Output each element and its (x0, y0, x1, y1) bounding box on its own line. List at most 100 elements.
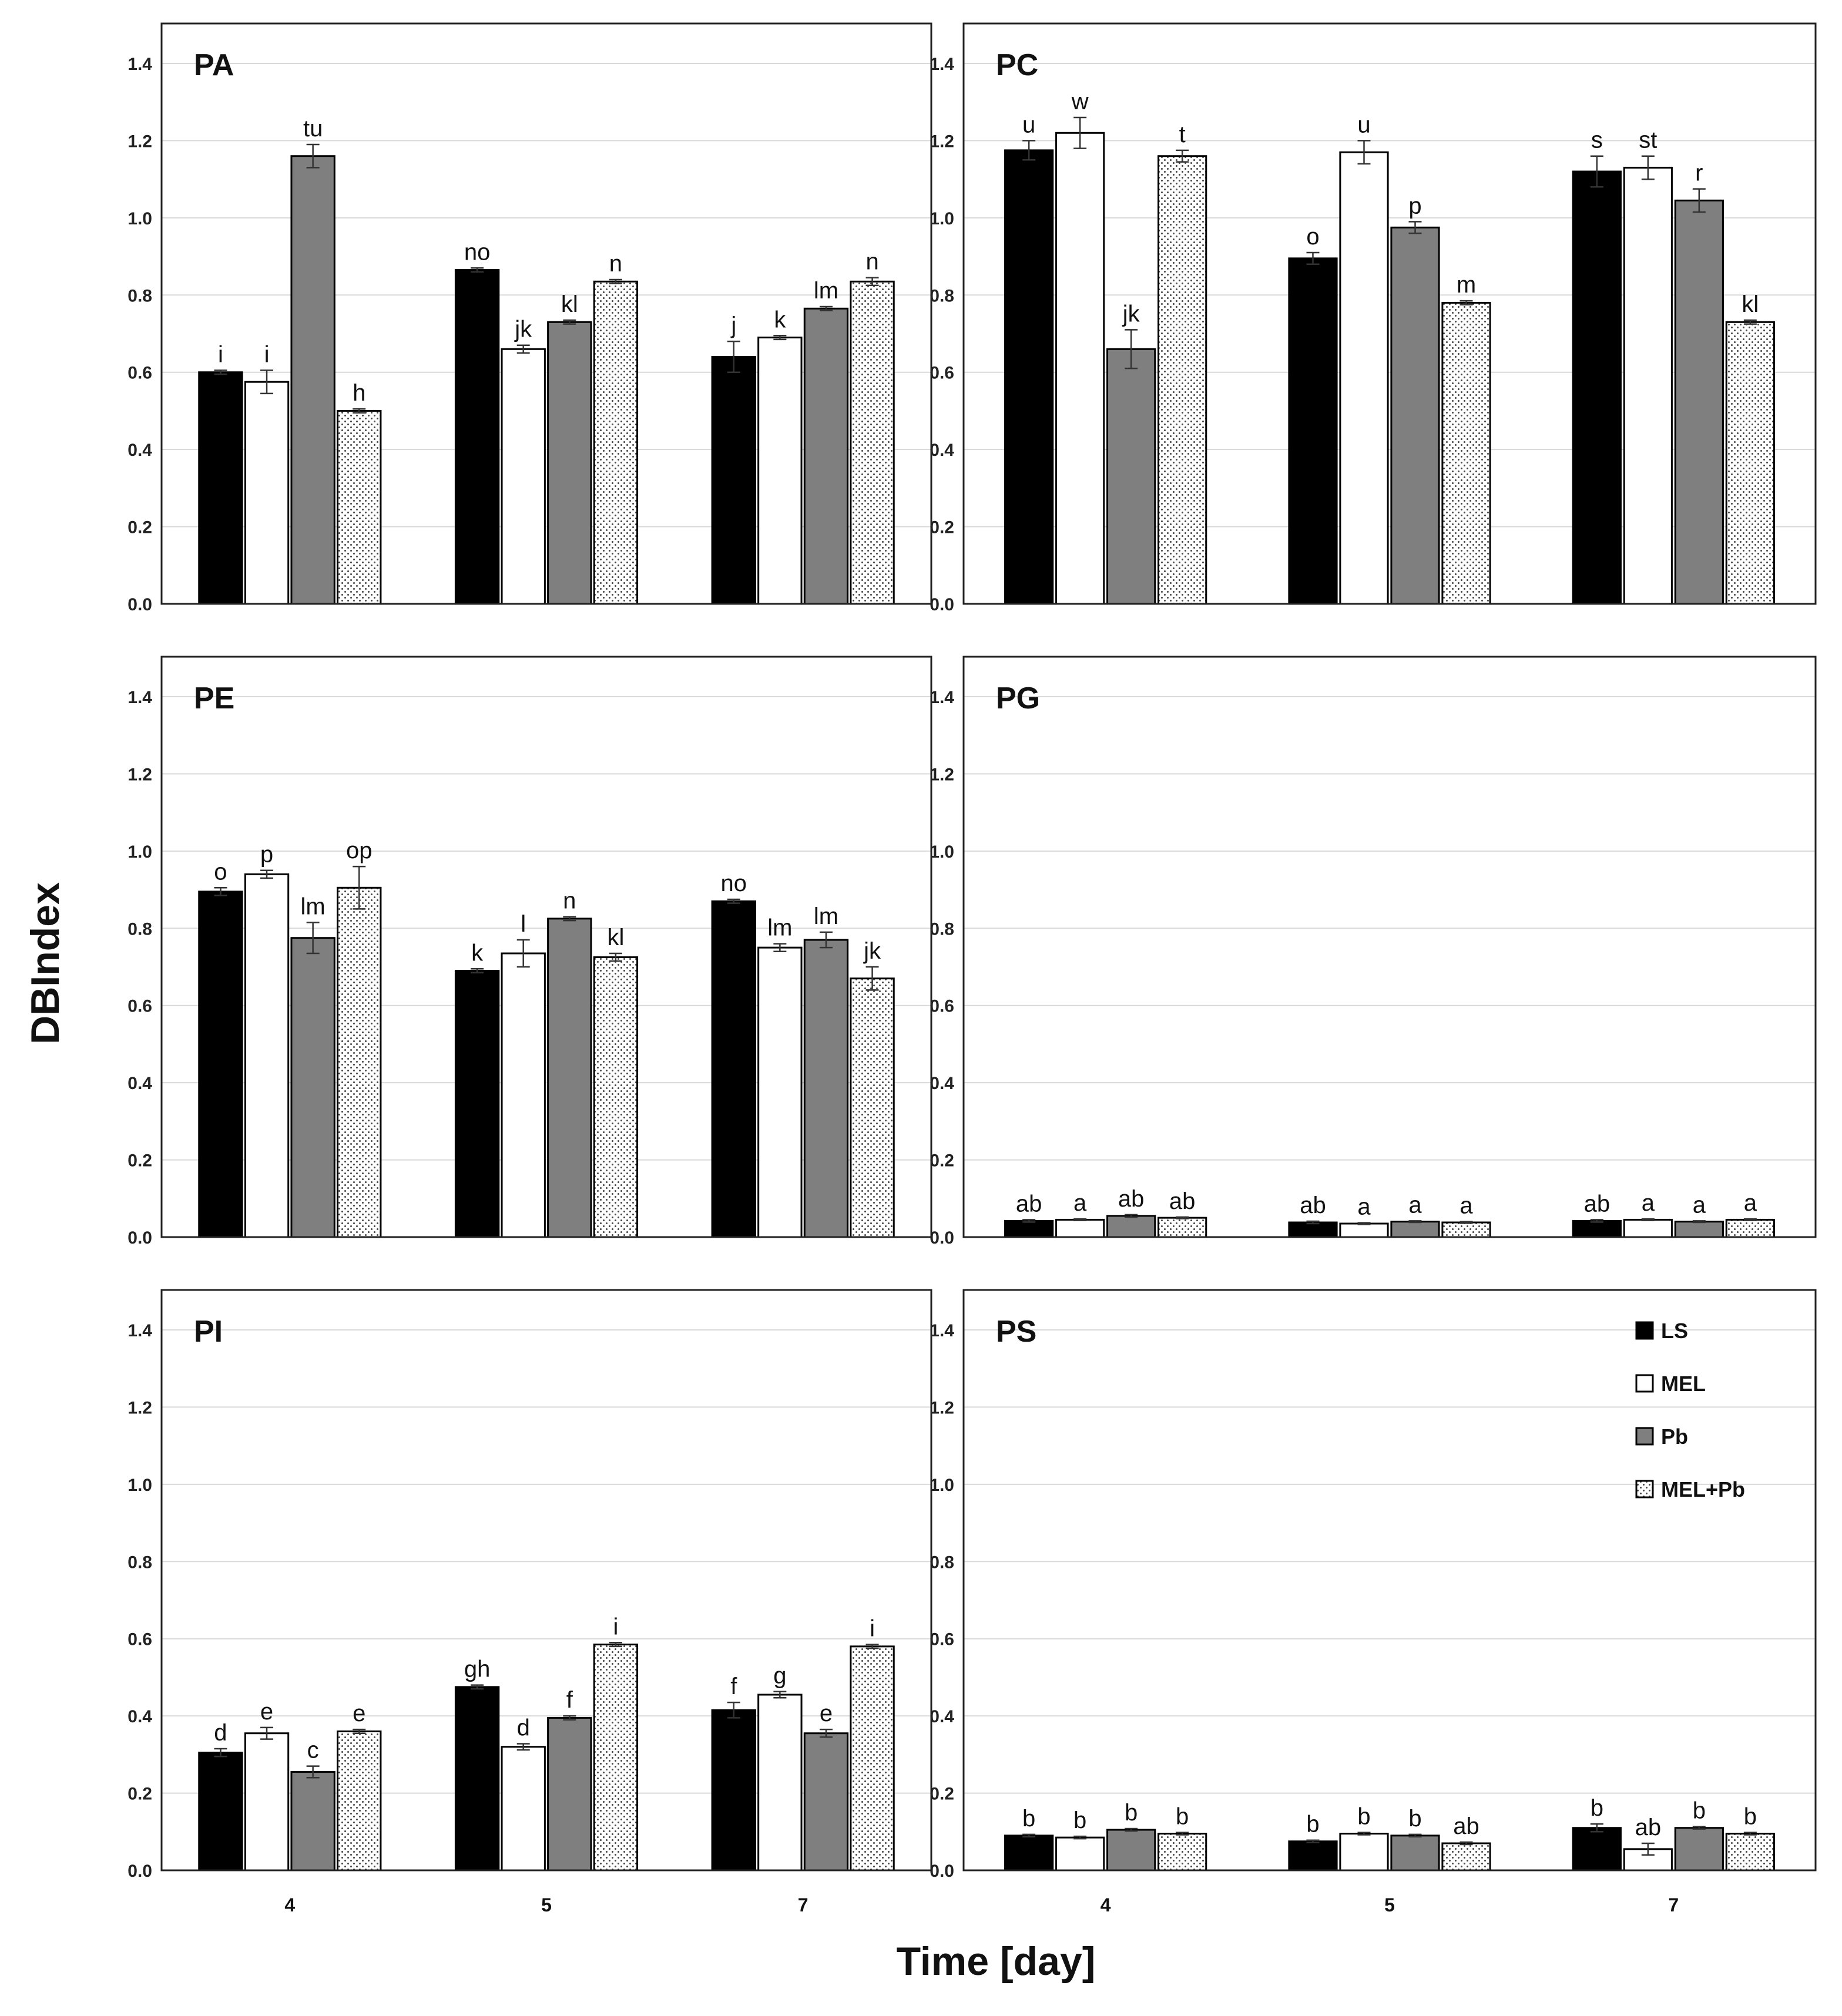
bar-mel-day-4 (1055, 1218, 1105, 1238)
bar-pb-day-5 (547, 321, 592, 605)
significance-letter: ab (1118, 1186, 1145, 1212)
significance-letter: a (1693, 1192, 1706, 1218)
panel-pg: 0.00.20.40.60.81.01.21.4ab a ab ab ab a a a ab a a… (930, 656, 1817, 1248)
y-tick-label: 1.4 (930, 55, 954, 74)
error-bar (260, 1726, 274, 1740)
bar-mel-pb-day-4 (337, 409, 382, 605)
bar-pb-day-7 (803, 307, 849, 605)
y-tick-label: 0.4 (128, 1707, 152, 1726)
bar-ls-day-5 (454, 1686, 500, 1871)
significance-letter: a (1642, 1190, 1655, 1216)
error-bar (353, 408, 366, 414)
panel-title: PA (194, 48, 234, 82)
y-tick-label: 1.2 (930, 132, 954, 151)
bar-pb-day-5 (1390, 1221, 1440, 1238)
error-bar (1459, 1221, 1473, 1224)
y-tick-label: 0.6 (930, 1630, 954, 1649)
y-tick-label: 0.8 (128, 919, 152, 939)
error-bar (1692, 188, 1706, 213)
error-bar (1408, 1833, 1422, 1838)
bar-mel-day-5 (501, 952, 546, 1238)
plot-area (162, 23, 931, 604)
y-tick-label: 1.0 (930, 1476, 954, 1495)
error-bar (1073, 1835, 1087, 1840)
plot-area (964, 657, 1816, 1237)
bar-mel-pb-day-7 (850, 280, 895, 605)
bar-pb-day-5 (1390, 1834, 1440, 1871)
significance-letter: o (1306, 224, 1319, 250)
bar-pb-day-5 (547, 918, 592, 1238)
y-tick-label: 0.0 (128, 595, 152, 614)
significance-letter: u (1022, 112, 1035, 137)
error-bar (1306, 1220, 1320, 1225)
significance-letter: no (464, 239, 491, 265)
y-tick-label: 0.6 (128, 1630, 152, 1649)
y-tick-label: 0.2 (930, 1151, 954, 1171)
y-tick-label: 1.2 (128, 1398, 152, 1417)
bar-ls-day-7 (711, 1709, 756, 1871)
x-tick-label: 4 (1100, 1894, 1111, 1916)
y-tick-label: 0.4 (930, 441, 954, 460)
bar-pb-day-4 (290, 1770, 335, 1871)
error-bar (1125, 329, 1138, 369)
error-bar (1022, 1219, 1036, 1223)
significance-letter: kl (1742, 291, 1759, 317)
bar-mel-day-4 (1055, 1836, 1105, 1871)
bar-ls-day-5 (1288, 257, 1338, 605)
y-tick-label: 0.8 (128, 1553, 152, 1572)
error-bar (1743, 1218, 1757, 1221)
y-tick-label: 0.2 (128, 1151, 152, 1171)
significance-letter: g (773, 1663, 786, 1689)
significance-letter: kl (607, 925, 624, 950)
panel-title: PG (996, 681, 1040, 715)
error-bar (819, 1728, 833, 1738)
panel-title: PI (194, 1315, 223, 1349)
significance-letter: r (1695, 160, 1703, 186)
y-tick-label: 0.6 (930, 364, 954, 383)
significance-letter: ab (1016, 1191, 1042, 1217)
error-bar (1357, 1222, 1371, 1225)
bar-pb-day-4 (1106, 1829, 1156, 1871)
bar-mel-pb-day-5 (1441, 301, 1491, 605)
y-tick-label: 0.2 (930, 1785, 954, 1804)
error-bar (1408, 221, 1422, 234)
significance-letter: o (214, 859, 227, 885)
bar-mel-day-7 (1623, 1218, 1673, 1238)
significance-letter: kl (561, 291, 578, 317)
legend-swatch-pb (1635, 1427, 1654, 1446)
y-tick-label: 0.0 (128, 1862, 152, 1881)
x-tick-label: 5 (1384, 1894, 1395, 1916)
significance-letter: b (1176, 1804, 1189, 1830)
significance-letter: b (1408, 1806, 1421, 1832)
y-tick-label: 1.4 (930, 688, 954, 707)
bar-mel-pb-day-5 (1441, 1221, 1491, 1238)
bar-mel-pb-day-4 (337, 886, 382, 1238)
error-bar (353, 865, 366, 910)
bar-pb-day-7 (1674, 199, 1724, 605)
y-tick-label: 1.0 (128, 1476, 152, 1495)
error-bar (471, 968, 484, 974)
panel-title: PC (996, 48, 1038, 82)
y-tick-label: 1.2 (930, 1398, 954, 1417)
error-bar (1641, 1218, 1655, 1221)
error-bar (865, 277, 879, 287)
plot-area (964, 1290, 1816, 1870)
error-bar (1357, 1832, 1371, 1836)
error-bar (773, 335, 787, 341)
significance-letter: b (1357, 1804, 1370, 1830)
significance-letter: st (1639, 127, 1657, 153)
y-tick-label: 0.0 (128, 1228, 152, 1248)
significance-letter: t (1179, 122, 1186, 147)
bar-ls-day-7 (711, 900, 756, 1238)
significance-letter: a (1073, 1190, 1087, 1216)
significance-letter: ab (1584, 1191, 1611, 1217)
error-bar (1459, 300, 1473, 305)
error-bar (819, 305, 833, 311)
significance-letter: p (260, 842, 273, 868)
bar-mel-day-4 (244, 1732, 290, 1871)
y-tick-label: 1.2 (128, 765, 152, 784)
error-bar (1125, 1214, 1138, 1218)
error-bar (306, 143, 320, 169)
